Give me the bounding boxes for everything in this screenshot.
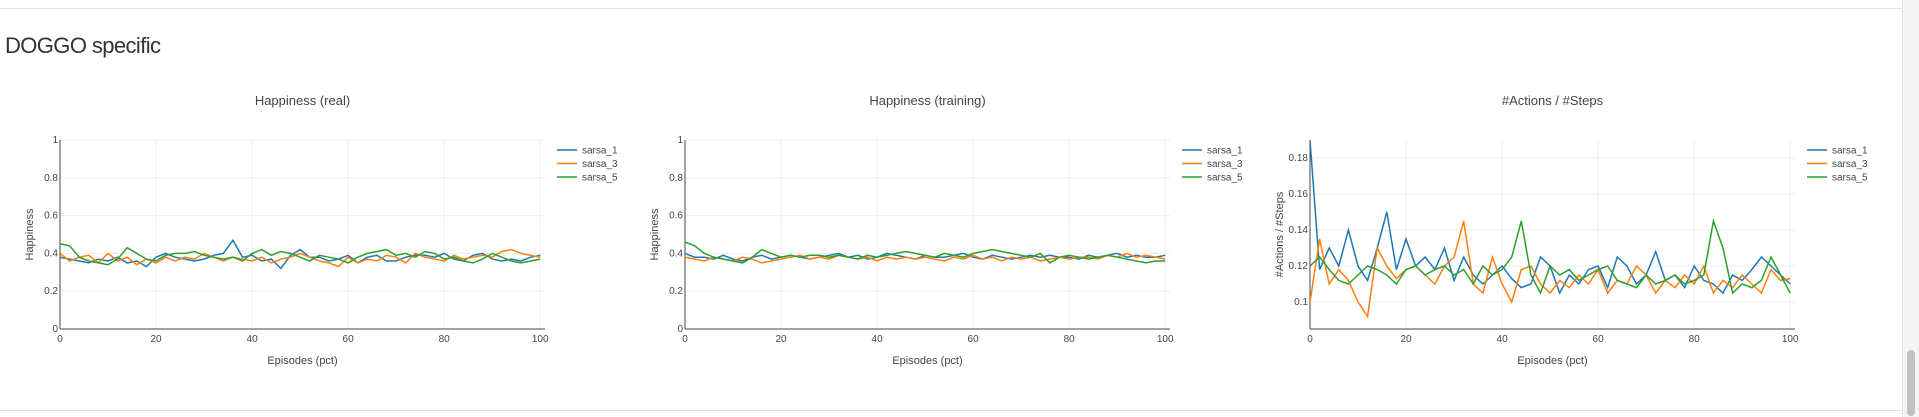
series-line-sarsa_5 — [685, 241, 1166, 264]
legend-label-sarsa_3: sarsa_3 — [1207, 159, 1243, 170]
y-tick-label: 0.6 — [44, 211, 58, 222]
legend-label-sarsa_1: sarsa_1 — [1207, 146, 1243, 157]
legend-label-sarsa_1: sarsa_1 — [582, 146, 618, 157]
section-title: DOGGO specific — [5, 33, 161, 58]
y-tick-label: 0.2 — [669, 286, 683, 297]
series-line-sarsa_5 — [60, 243, 541, 266]
x-tick-label: 60 — [968, 334, 980, 345]
legend-label-sarsa_3: sarsa_3 — [1832, 159, 1868, 170]
bottom-divider — [0, 410, 1903, 411]
x-tick-label: 80 — [1064, 334, 1076, 345]
y-tick-label: 0.6 — [669, 211, 683, 222]
x-tick-label: 100 — [1157, 334, 1174, 345]
happiness-training-chart: Happiness (training) 0 20 40 60 80 100 0 0.2 0.4 0… — [649, 93, 1243, 367]
series-line-sarsa_1 — [1310, 139, 1791, 295]
x-tick-label: 20 — [150, 334, 162, 345]
chart-panel-actions-steps: #Actions / #Steps 0 20 40 60 80 100 0.1 0.12 0.14… — [1250, 80, 1875, 380]
x-tick-label: 100 — [1782, 334, 1799, 345]
y-axis-label: Happiness — [649, 208, 661, 260]
y-tick-label: 0.4 — [669, 248, 683, 259]
x-tick-label: 40 — [1497, 334, 1509, 345]
chart-title: Happiness (real) — [255, 93, 350, 108]
y-axis-label: Happiness — [24, 208, 36, 260]
x-axis-label: Episodes (pct) — [892, 355, 962, 367]
series-line-sarsa_3 — [60, 248, 541, 268]
chart-title: #Actions / #Steps — [1502, 93, 1604, 108]
y-tick-label: 0.8 — [669, 173, 683, 184]
y-tick-label: 0.14 — [1289, 225, 1309, 236]
y-tick-label: 0.8 — [44, 173, 58, 184]
x-tick-label: 80 — [1689, 334, 1701, 345]
page-scrollbar[interactable] — [1902, 0, 1919, 417]
x-tick-label: 0 — [57, 334, 63, 345]
x-axis-label: Episodes (pct) — [267, 355, 337, 367]
happiness-real-chart: Happiness (real) 0 20 40 60 80 100 0 0.2 0.4 0.6 0.… — [24, 93, 618, 367]
chart-title: Happiness (training) — [869, 93, 985, 108]
y-axis-label: #Actions / #Steps — [1274, 191, 1286, 277]
x-tick-label: 80 — [439, 334, 451, 345]
x-axis-label: Episodes (pct) — [1517, 355, 1587, 367]
series-line-sarsa_3 — [685, 252, 1166, 264]
x-tick-label: 0 — [682, 334, 688, 345]
legend-label-sarsa_1: sarsa_1 — [1832, 146, 1868, 157]
y-tick-label: 0.16 — [1289, 189, 1309, 200]
x-tick-label: 60 — [1593, 334, 1605, 345]
chart-panel-happiness-training: Happiness (training) 0 20 40 60 80 100 0 0.2 0.4 0… — [625, 80, 1250, 380]
y-tick-label: 0.2 — [44, 286, 58, 297]
y-tick-label: 0.4 — [44, 248, 58, 259]
legend-label-sarsa_3: sarsa_3 — [582, 159, 618, 170]
chart-panel-happiness-real: Happiness (real) 0 20 40 60 80 100 0 0.2 0.4 0.6 0.… — [0, 80, 625, 380]
actions-steps-chart: #Actions / #Steps 0 20 40 60 80 100 0.1 0.12 0.14… — [1274, 93, 1868, 367]
x-tick-label: 20 — [1400, 334, 1412, 345]
y-tick-label: 0.12 — [1289, 261, 1309, 272]
series-line-sarsa_3 — [1310, 220, 1791, 319]
legend-label-sarsa_5: sarsa_5 — [1207, 173, 1243, 184]
x-tick-label: 20 — [775, 334, 787, 345]
x-tick-label: 40 — [247, 334, 259, 345]
x-tick-label: 0 — [1307, 334, 1313, 345]
y-tick-label: 0.1 — [1294, 297, 1308, 308]
y-tick-label: 1 — [52, 135, 58, 146]
series-line-sarsa_1 — [60, 238, 541, 270]
x-tick-label: 60 — [343, 334, 355, 345]
x-tick-label: 100 — [532, 334, 549, 345]
y-tick-label: 0 — [52, 324, 58, 335]
series-line-sarsa_5 — [1310, 218, 1791, 295]
x-tick-label: 40 — [872, 334, 884, 345]
y-tick-label: 1 — [677, 135, 683, 146]
top-divider — [0, 8, 1903, 9]
y-tick-label: 0 — [677, 324, 683, 335]
scrollbar-thumb[interactable] — [1907, 350, 1915, 416]
legend-label-sarsa_5: sarsa_5 — [582, 173, 618, 184]
y-tick-label: 0.18 — [1289, 153, 1309, 164]
legend-label-sarsa_5: sarsa_5 — [1832, 173, 1868, 184]
